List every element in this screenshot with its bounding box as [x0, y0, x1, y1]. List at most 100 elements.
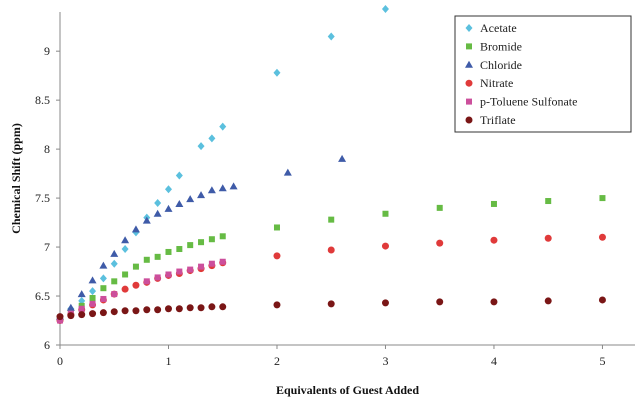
data-point	[599, 195, 606, 202]
y-tick-label: 6	[44, 338, 50, 352]
data-point	[99, 309, 107, 317]
data-point	[110, 259, 118, 268]
data-point	[436, 204, 443, 211]
legend-item: Chloride	[465, 58, 522, 72]
data-point	[327, 246, 335, 254]
data-point	[197, 304, 205, 312]
x-tick-label: 0	[57, 354, 63, 368]
data-point	[100, 295, 107, 302]
data-point	[283, 168, 292, 176]
data-point	[99, 261, 108, 269]
data-point	[175, 305, 183, 313]
data-point	[198, 239, 205, 246]
data-point	[544, 234, 552, 242]
data-point	[381, 242, 389, 250]
data-point	[197, 142, 205, 151]
legend-item: Nitrate	[465, 76, 513, 90]
series-triflate	[56, 296, 606, 321]
data-point	[89, 294, 96, 301]
data-point	[208, 236, 215, 243]
data-point	[436, 239, 444, 247]
data-point	[154, 253, 161, 260]
legend-marker	[466, 43, 472, 50]
data-point	[99, 274, 107, 283]
data-point	[142, 216, 151, 224]
data-point	[66, 303, 75, 311]
data-point	[208, 303, 216, 311]
legend-item: Acetate	[465, 21, 517, 35]
data-point	[198, 263, 205, 270]
legend-label: Triflate	[480, 113, 516, 127]
axes	[59, 12, 635, 346]
data-point	[164, 305, 172, 313]
y-tick-label: 8.5	[35, 93, 50, 107]
data-point	[132, 263, 139, 270]
data-point	[381, 5, 389, 14]
legend-label: Chloride	[480, 58, 522, 72]
data-point	[132, 307, 140, 315]
data-point	[490, 200, 497, 207]
legend-item: p-Toluene Sulfonate	[466, 95, 577, 109]
legend-marker	[466, 98, 472, 105]
data-point	[78, 311, 86, 319]
data-point	[164, 204, 173, 212]
data-point	[176, 268, 183, 275]
legend-box	[454, 15, 632, 133]
data-point	[89, 300, 96, 307]
data-point	[490, 236, 498, 244]
data-point	[121, 245, 129, 254]
legend-label: Acetate	[480, 21, 517, 35]
x-axis-ticks: 0 1 2 3 4 5	[57, 345, 605, 368]
data-points	[56, 5, 606, 325]
x-tick-label: 5	[599, 354, 605, 368]
data-point	[219, 233, 226, 240]
data-point	[164, 185, 172, 194]
data-point	[338, 154, 347, 162]
series-chloride	[56, 154, 347, 320]
y-tick-label: 7.5	[35, 191, 50, 205]
data-point	[122, 271, 129, 278]
data-point	[165, 248, 172, 255]
legend: Acetate Bromide Chloride Nitrate p-Toluene S…	[454, 15, 632, 133]
legend-marker	[465, 24, 473, 32]
data-point	[327, 300, 335, 308]
series-acetate	[56, 5, 389, 325]
data-point	[273, 68, 281, 77]
legend-label: Bromide	[480, 39, 522, 53]
data-point	[143, 306, 151, 314]
data-point	[89, 287, 97, 296]
data-point	[121, 236, 130, 244]
data-point	[88, 276, 97, 284]
legend-label: p-Toluene Sulfonate	[480, 95, 577, 109]
series-p-toluene-sulfonate	[57, 258, 226, 324]
data-point	[154, 274, 161, 281]
data-point	[490, 298, 498, 306]
legend-marker	[465, 60, 473, 68]
data-point	[176, 246, 183, 253]
data-point	[219, 258, 226, 265]
x-tick-label: 4	[491, 354, 497, 368]
data-point	[229, 182, 238, 190]
data-point	[89, 310, 97, 318]
x-tick-label: 3	[382, 354, 388, 368]
data-point	[143, 278, 150, 285]
data-point	[154, 306, 162, 314]
legend-item: Bromide	[466, 39, 522, 53]
data-point	[111, 278, 118, 285]
data-point	[328, 216, 335, 223]
data-point	[132, 281, 140, 289]
data-point	[207, 186, 216, 194]
data-point	[153, 209, 162, 217]
data-point	[186, 304, 194, 312]
data-point	[381, 299, 389, 307]
data-point	[131, 225, 140, 233]
x-tick-label: 2	[274, 354, 280, 368]
data-point	[143, 256, 150, 263]
data-point	[110, 308, 118, 316]
data-point	[273, 301, 281, 309]
legend-marker	[465, 116, 473, 124]
y-axis-title: Chemical Shift (ppm)	[9, 123, 23, 234]
data-point	[56, 313, 64, 321]
x-tick-label: 1	[165, 354, 171, 368]
